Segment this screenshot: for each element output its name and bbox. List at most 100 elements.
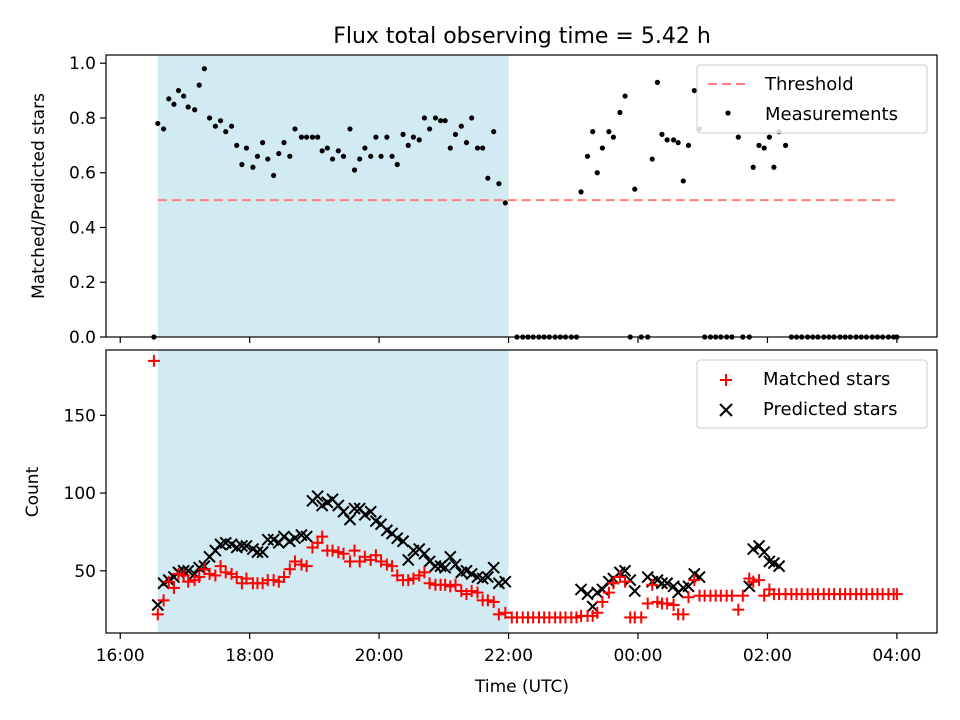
predicted-star-point	[396, 535, 410, 548]
matched-star-point	[661, 597, 674, 610]
measurement-point	[357, 156, 363, 162]
matched-star-point	[167, 581, 180, 594]
measurement-point	[594, 170, 600, 176]
measurement-point	[670, 137, 677, 143]
top-y-axis-label: Matched/Predicted stars	[29, 93, 49, 299]
measurement-point	[649, 156, 655, 162]
measurement-point	[617, 109, 623, 116]
x-tick-label: 02:00	[743, 646, 792, 666]
predicted-star-point	[364, 505, 377, 518]
matched-star-point	[283, 563, 296, 576]
measurement-point	[691, 87, 697, 94]
measurement-point	[196, 82, 202, 88]
predicted-star-point	[438, 561, 452, 574]
y-tick-label: 1.0	[69, 54, 96, 74]
y-tick-label: 0.2	[69, 273, 96, 293]
measurement-point	[502, 200, 508, 206]
predicted-star-point	[667, 580, 680, 593]
x-tick-label: 00:00	[613, 646, 662, 666]
matched-star-point	[172, 567, 185, 580]
measurement-point	[622, 93, 628, 99]
matched-star-point	[402, 574, 415, 587]
predicted-star-point	[682, 580, 695, 593]
measurement-point	[362, 145, 368, 151]
top-y-ticks: 0.0 0.2 0.4 0.6 0.8 1.0	[69, 54, 106, 348]
measurement-point	[438, 118, 444, 124]
predicted-star-point	[261, 533, 275, 546]
matched-star-point	[162, 575, 175, 588]
measurement-point	[750, 164, 756, 170]
measurement-point	[234, 142, 240, 148]
measurement-point	[675, 140, 681, 146]
measurement-point	[239, 161, 245, 168]
matched-star-point	[682, 591, 695, 604]
measurement-point	[735, 134, 741, 140]
measurement-point	[485, 175, 491, 181]
bottom-x-ticks: 16:00 18:00 20:00 22:00 00:00 02:00 04:00	[96, 633, 921, 666]
measurement-point	[685, 142, 692, 148]
measurement-point	[271, 172, 277, 179]
y-tick-label: 0.6	[69, 164, 96, 184]
matched-star-point	[602, 586, 615, 599]
matched-star-point	[295, 558, 308, 571]
matched-star-point	[449, 578, 462, 591]
matched-star-point	[267, 574, 280, 587]
measurement-point	[368, 153, 374, 159]
measurement-point	[442, 118, 448, 124]
legend-measurement-swatch	[725, 110, 731, 116]
x-tick-label: 22:00	[484, 646, 533, 666]
matched-star-point	[758, 589, 771, 602]
measurement-point	[606, 129, 612, 135]
matched-star-point	[332, 546, 345, 559]
measurement-point	[410, 134, 417, 140]
top-legend-box	[696, 64, 928, 134]
matched-star-point	[635, 611, 648, 624]
measurement-point	[250, 164, 256, 170]
top-axes-frame	[105, 54, 938, 338]
matched-star-point	[481, 594, 494, 607]
y-tick-label: 100	[64, 484, 96, 504]
predicted-star-point	[358, 508, 372, 522]
predicted-star-point	[444, 550, 457, 564]
predicted-star-point	[235, 539, 249, 553]
measurement-point	[243, 145, 250, 151]
matched-star-point	[288, 555, 301, 568]
measurement-point	[166, 96, 172, 102]
matched-star-point	[418, 566, 431, 579]
measurement-point	[217, 118, 224, 124]
measurement-point	[771, 164, 777, 170]
predicted-star-point	[391, 531, 404, 545]
matched-star-point	[230, 571, 243, 584]
measurement-point	[474, 145, 481, 151]
measurement-point	[228, 123, 235, 129]
matched-star-point	[423, 577, 436, 590]
matched-star-point	[465, 585, 478, 598]
matched-star-point	[214, 560, 227, 573]
legend-matched-label: Matched stars	[763, 369, 890, 390]
measurement-point	[599, 145, 605, 151]
predicted-star-point	[772, 559, 786, 573]
matched-star-point	[499, 606, 512, 619]
bottom-panel: 50 100 150 16:00 18:00 20:00 22:00 00:00 02:00 0…	[23, 349, 938, 697]
measurement-point	[281, 140, 287, 146]
matched-star-point	[348, 544, 361, 557]
predicted-star-point	[481, 570, 495, 584]
predicted-star-point	[402, 553, 415, 567]
top-x-ticks	[119, 337, 898, 343]
matched-star-point	[487, 595, 500, 608]
measurement-point	[298, 134, 305, 140]
x-tick-label: 20:00	[355, 646, 404, 666]
predicted-star-point	[581, 587, 594, 601]
measurement-point	[469, 115, 475, 121]
measurement-point	[175, 87, 182, 94]
predicted-star-point	[624, 573, 637, 587]
matched-star-point	[300, 560, 313, 573]
predicted-star-point	[628, 584, 641, 598]
matched-star-point	[492, 608, 505, 621]
measurement-point	[400, 131, 406, 137]
predicted-star-point	[288, 531, 302, 545]
matched-star-point	[591, 606, 604, 619]
matched-star-point	[619, 575, 632, 588]
measurement-point	[416, 137, 422, 143]
